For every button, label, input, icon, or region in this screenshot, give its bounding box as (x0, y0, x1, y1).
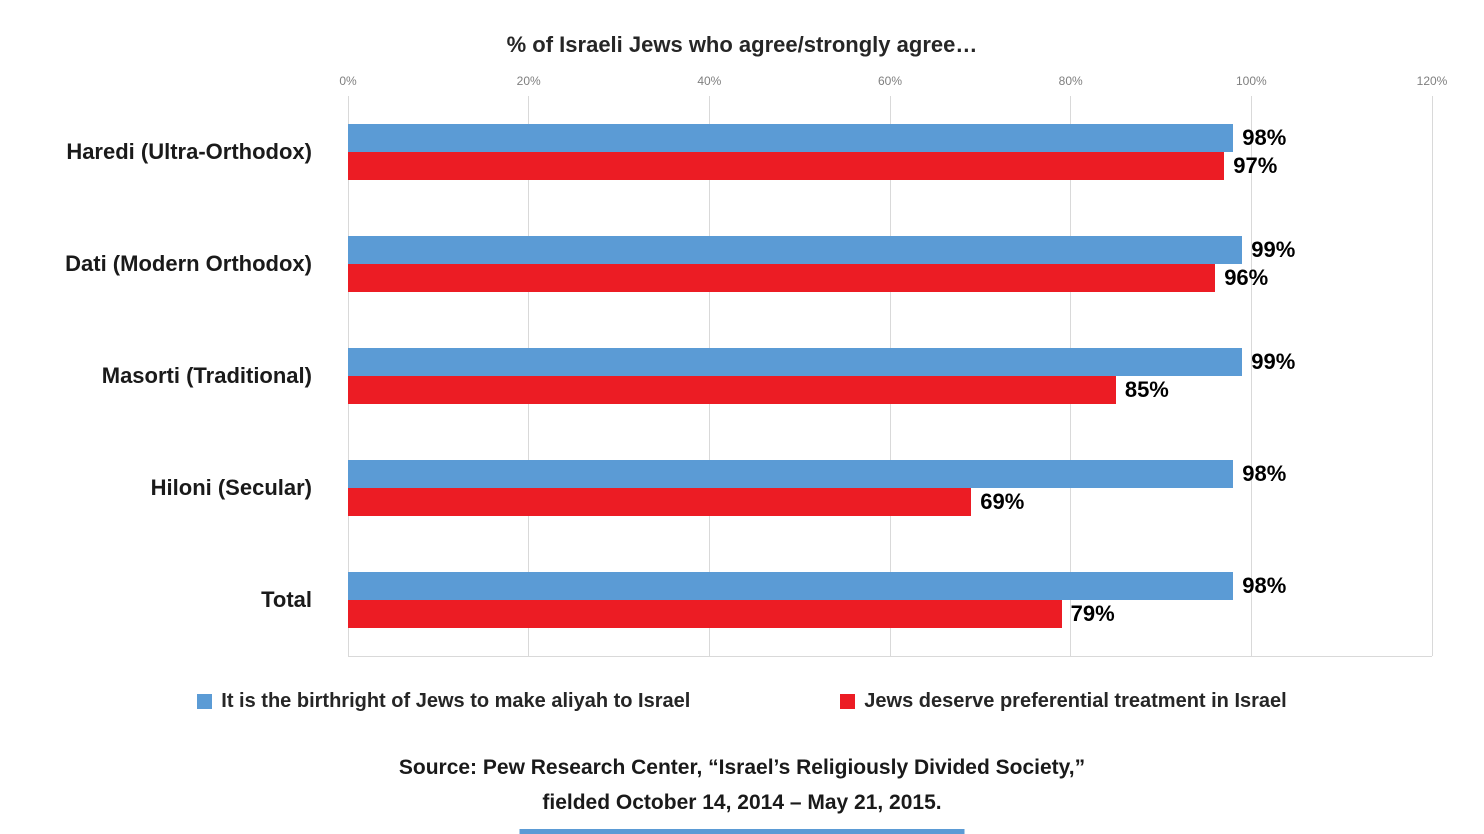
bar-value-label: 98% (1242, 573, 1287, 598)
bar-row: 85% (348, 376, 1432, 404)
bar-row: 99% (348, 236, 1432, 264)
source-line1: Source: Pew Research Center, “Israel’s R… (398, 756, 1086, 779)
x-axis-ticks: 0% 20% 40% 60% 80% 100% 120% (339, 74, 1447, 90)
bar-row: 96% (348, 264, 1432, 292)
category-label: Haredi (Ultra-Orthodox) (66, 139, 312, 164)
bar-value-label: 79% (1070, 601, 1115, 626)
category-label: Total (261, 587, 312, 612)
legend-label: Jews deserve preferential treatment in I… (864, 690, 1287, 712)
bar-group: 98% 79% (348, 544, 1432, 656)
legend-item-preferential: Jews deserve preferential treatment in I… (840, 690, 1287, 713)
bar-value-label: 85% (1124, 377, 1169, 402)
bar (348, 124, 1234, 152)
x-tick-label: 100% (1235, 74, 1267, 88)
bar-value-label: 97% (1233, 153, 1278, 178)
bar (348, 264, 1216, 292)
bar-row: 69% (348, 488, 1432, 516)
category-label: Masorti (Traditional) (101, 363, 312, 388)
category-label: Hiloni (Secular) (150, 475, 312, 500)
x-tick-label: 20% (516, 74, 541, 88)
legend-swatch-blue (197, 694, 213, 709)
bar-value-label: 69% (980, 489, 1025, 514)
bar-group: 98% 97% (348, 96, 1432, 208)
gridline (1431, 96, 1433, 656)
x-tick-label: 40% (697, 74, 722, 88)
category-label: Dati (Modern Orthodox) (65, 251, 312, 276)
bar (348, 236, 1243, 264)
bar-row: 79% (348, 600, 1432, 628)
bar-row: 98% (348, 460, 1432, 488)
bar (348, 600, 1062, 628)
bar-row: 98% (348, 572, 1432, 600)
bar (348, 488, 972, 516)
bar-group: 99% 85% (348, 320, 1432, 432)
source-text: Source: Pew Research Center, “Israel’s R… (0, 750, 1484, 820)
category-labels: Haredi (Ultra-Orthodox) Dati (Modern Orth… (0, 96, 330, 656)
chart-title: % of Israeli Jews who agree/strongly agr… (506, 32, 978, 57)
bar (348, 348, 1243, 376)
legend-label: It is the birthright of Jews to make ali… (221, 690, 691, 712)
bar (348, 572, 1234, 600)
bar-value-label: 99% (1251, 237, 1296, 262)
x-tick-label: 60% (877, 74, 903, 88)
bar-group: 99% 96% (348, 208, 1432, 320)
source-line2: fielded October 14, 2014 – May 21, 2015. (542, 791, 942, 814)
bar-row: 99% (348, 348, 1432, 376)
bar (348, 376, 1116, 404)
plot-area: 98% 97% 99% 96% 99% 85% 98% 69% 98% 79% (347, 96, 1433, 657)
legend: It is the birthright of Jews to make ali… (0, 690, 1484, 713)
bottom-accent-bar (519, 829, 965, 834)
bar-row: 97% (348, 152, 1432, 180)
bar-row: 98% (348, 124, 1432, 152)
bar (348, 152, 1225, 180)
legend-swatch-red (840, 694, 856, 709)
bar-value-label: 99% (1251, 349, 1296, 374)
x-tick-label: 80% (1058, 74, 1083, 88)
bar-value-label: 98% (1242, 125, 1287, 150)
x-tick-label: 0% (339, 74, 357, 88)
bar-group: 98% 69% (348, 432, 1432, 544)
bar (348, 460, 1234, 488)
x-tick-label: 120% (1416, 74, 1448, 88)
bar-value-label: 96% (1224, 265, 1269, 290)
gridline (1250, 96, 1252, 656)
legend-item-birthright: It is the birthright of Jews to make ali… (197, 690, 690, 713)
bar-value-label: 98% (1242, 461, 1287, 486)
